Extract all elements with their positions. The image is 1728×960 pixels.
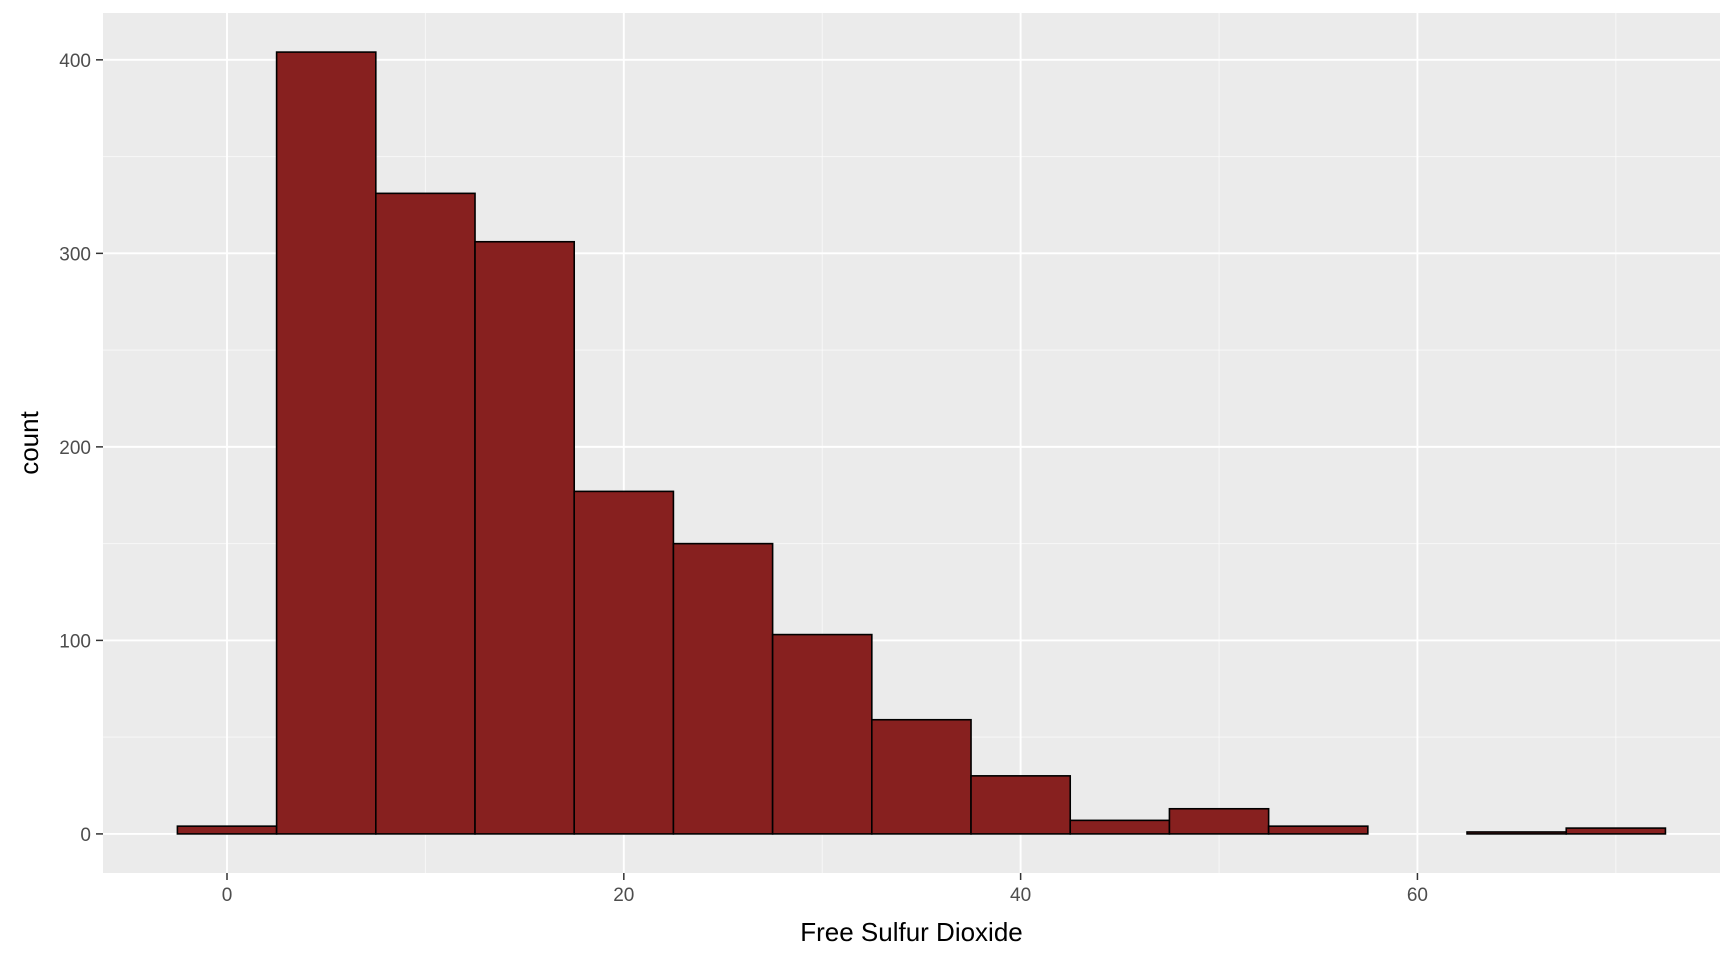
histogram-bar: [1466, 831, 1568, 835]
y-tick-label: 200: [59, 438, 91, 459]
x-axis-title: Free Sulfur Dioxide: [800, 917, 1023, 947]
x-tick-label: 0: [222, 885, 233, 906]
bars: [176, 51, 1667, 835]
histogram-bar: [375, 192, 476, 835]
histogram-bar: [573, 490, 675, 835]
x-tick-label: 60: [1407, 885, 1428, 906]
y-axis-title: count: [14, 410, 44, 474]
axes: 0 20 40 60 0 100 200 300 400: [59, 51, 1428, 906]
histogram-bar: [672, 542, 774, 835]
x-tick-label: 40: [1010, 885, 1031, 906]
histogram-bar: [970, 775, 1072, 835]
histogram-bar: [474, 240, 576, 835]
histogram-bar: [771, 633, 873, 835]
histogram-bar: [1565, 827, 1667, 835]
x-tick-label: 20: [613, 885, 634, 906]
histogram-bar: [176, 825, 278, 835]
histogram-bar: [1069, 819, 1171, 835]
y-tick-label: 300: [59, 244, 91, 265]
histogram-bar: [275, 51, 377, 835]
y-tick-label: 0: [80, 825, 91, 846]
histogram-bar: [871, 718, 972, 835]
histogram-bar: [1267, 825, 1369, 835]
histogram-bar: [1168, 807, 1270, 835]
y-tick-label: 100: [59, 631, 91, 652]
y-tick-label: 400: [59, 51, 91, 72]
